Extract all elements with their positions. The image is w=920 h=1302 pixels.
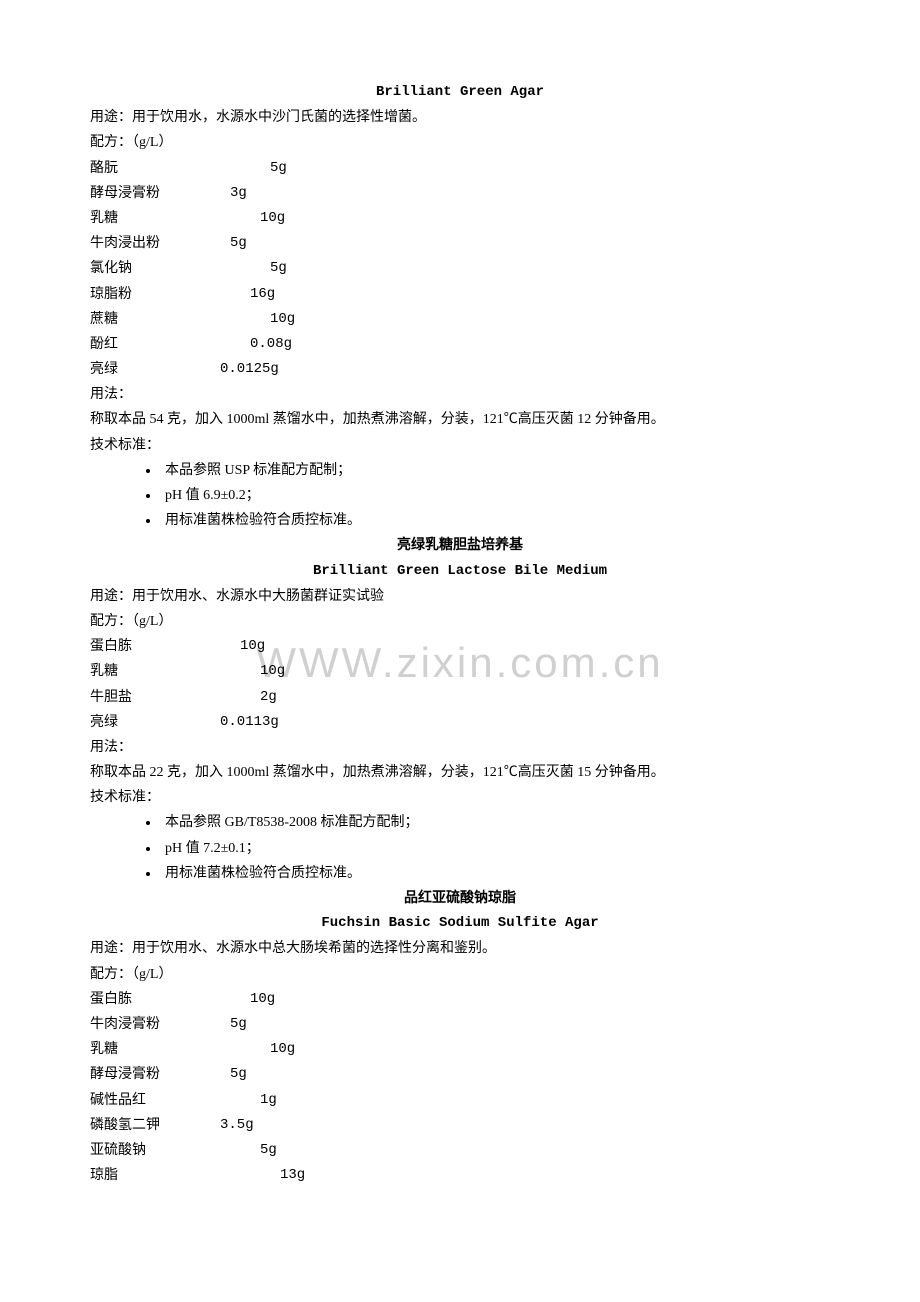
section1-tech-standard-label: 技术标准： bbox=[90, 433, 830, 458]
ingredient-row: 亮绿0.0113g bbox=[90, 710, 830, 735]
ingredient-name: 琼脂粉 bbox=[90, 282, 220, 307]
ingredient-amount: 5g bbox=[220, 1062, 247, 1087]
ingredient-row: 酵母浸膏粉5g bbox=[90, 1062, 830, 1087]
section3-ingredients: 蛋白胨10g牛肉浸膏粉5g乳糖10g酵母浸膏粉5g碱性品红1g磷酸氢二钾3.5g… bbox=[90, 987, 830, 1189]
ingredient-amount: 0.08g bbox=[220, 332, 292, 357]
ingredient-row: 磷酸氢二钾3.5g bbox=[90, 1113, 830, 1138]
section2-usage-method: 称取本品 22 克，加入 1000ml 蒸馏水中，加热煮沸溶解，分装，121℃高… bbox=[90, 760, 830, 785]
ingredient-amount: 3g bbox=[220, 181, 247, 206]
ingredient-row: 琼脂粉16g bbox=[90, 282, 830, 307]
ingredient-name: 牛肉浸出粉 bbox=[90, 231, 220, 256]
section2-formula-label: 配方：（g/L） bbox=[90, 609, 830, 634]
ingredient-name: 蛋白胨 bbox=[90, 987, 220, 1012]
ingredient-row: 亚硫酸钠5g bbox=[90, 1138, 830, 1163]
list-item: 本品参照 GB/T8538-2008 标准配方配制； bbox=[160, 810, 830, 835]
ingredient-row: 酵母浸膏粉3g bbox=[90, 181, 830, 206]
section2-usage-method-label: 用法： bbox=[90, 735, 830, 760]
ingredient-name: 亚硫酸钠 bbox=[90, 1138, 220, 1163]
ingredient-name: 酵母浸膏粉 bbox=[90, 1062, 220, 1087]
ingredient-row: 乳糖10g bbox=[90, 1037, 830, 1062]
ingredient-row: 酚红0.08g bbox=[90, 332, 830, 357]
ingredient-amount: 5g bbox=[220, 1012, 247, 1037]
ingredient-name: 酚红 bbox=[90, 332, 220, 357]
section1-formula-label: 配方：（g/L） bbox=[90, 130, 830, 155]
ingredient-row: 亮绿0.0125g bbox=[90, 357, 830, 382]
ingredient-row: 乳糖10g bbox=[90, 206, 830, 231]
ingredient-amount: 10g bbox=[220, 659, 285, 684]
ingredient-amount: 10g bbox=[220, 307, 295, 332]
list-item: 本品参照 USP 标准配方配制； bbox=[160, 458, 830, 483]
ingredient-amount: 1g bbox=[220, 1088, 277, 1113]
ingredient-amount: 10g bbox=[220, 1037, 295, 1062]
ingredient-amount: 10g bbox=[220, 634, 265, 659]
ingredient-row: 碱性品红1g bbox=[90, 1088, 830, 1113]
list-item: pH 值 6.9±0.2； bbox=[160, 483, 830, 508]
ingredient-row: 酪朊5g bbox=[90, 156, 830, 181]
ingredient-name: 酪朊 bbox=[90, 156, 220, 181]
ingredient-name: 碱性品红 bbox=[90, 1088, 220, 1113]
ingredient-row: 蔗糖10g bbox=[90, 307, 830, 332]
ingredient-name: 琼脂 bbox=[90, 1163, 220, 1188]
document-content: Brilliant Green Agar 用途：用于饮用水，水源水中沙门氏菌的选… bbox=[90, 80, 830, 1188]
list-item: 用标准菌株检验符合质控标准。 bbox=[160, 861, 830, 886]
ingredient-amount: 2g bbox=[220, 685, 277, 710]
section2-standards: 本品参照 GB/T8538-2008 标准配方配制；pH 值 7.2±0.1；用… bbox=[90, 810, 830, 886]
ingredient-name: 乳糖 bbox=[90, 206, 220, 231]
ingredient-amount: 5g bbox=[220, 231, 247, 256]
ingredient-amount: 5g bbox=[220, 256, 287, 281]
section2-ingredients: 蛋白胨10g乳糖10g牛胆盐2g亮绿0.0113g bbox=[90, 634, 830, 735]
ingredient-row: 牛胆盐2g bbox=[90, 685, 830, 710]
ingredient-amount: 3.5g bbox=[220, 1113, 254, 1138]
ingredient-name: 牛肉浸膏粉 bbox=[90, 1012, 220, 1037]
section2-title-cn: 亮绿乳糖胆盐培养基 bbox=[90, 533, 830, 558]
ingredient-name: 牛胆盐 bbox=[90, 685, 220, 710]
ingredient-amount: 0.0125g bbox=[220, 357, 279, 382]
section1-title-en: Brilliant Green Agar bbox=[90, 80, 830, 105]
ingredient-name: 磷酸氢二钾 bbox=[90, 1113, 220, 1138]
ingredient-name: 乳糖 bbox=[90, 659, 220, 684]
ingredient-row: 蛋白胨10g bbox=[90, 987, 830, 1012]
ingredient-amount: 16g bbox=[220, 282, 275, 307]
ingredient-amount: 5g bbox=[220, 1138, 277, 1163]
ingredient-row: 牛肉浸出粉5g bbox=[90, 231, 830, 256]
section1-usage: 用途：用于饮用水，水源水中沙门氏菌的选择性增菌。 bbox=[90, 105, 830, 130]
section2-title-en: Brilliant Green Lactose Bile Medium bbox=[90, 559, 830, 584]
ingredient-amount: 13g bbox=[220, 1163, 305, 1188]
ingredient-name: 蔗糖 bbox=[90, 307, 220, 332]
ingredient-row: 蛋白胨10g bbox=[90, 634, 830, 659]
ingredient-name: 亮绿 bbox=[90, 357, 220, 382]
section1-usage-method: 称取本品 54 克，加入 1000ml 蒸馏水中，加热煮沸溶解，分装，121℃高… bbox=[90, 407, 830, 432]
ingredient-name: 酵母浸膏粉 bbox=[90, 181, 220, 206]
ingredient-amount: 5g bbox=[220, 156, 287, 181]
ingredient-name: 蛋白胨 bbox=[90, 634, 220, 659]
ingredient-amount: 10g bbox=[220, 206, 285, 231]
list-item: 用标准菌株检验符合质控标准。 bbox=[160, 508, 830, 533]
ingredient-row: 氯化钠5g bbox=[90, 256, 830, 281]
section3-usage: 用途：用于饮用水、水源水中总大肠埃希菌的选择性分离和鉴别。 bbox=[90, 936, 830, 961]
section1-ingredients: 酪朊5g酵母浸膏粉3g乳糖10g牛肉浸出粉5g氯化钠5g琼脂粉16g蔗糖10g酚… bbox=[90, 156, 830, 383]
section1-usage-method-label: 用法： bbox=[90, 382, 830, 407]
section3-title-cn: 品红亚硫酸钠琼脂 bbox=[90, 886, 830, 911]
ingredient-name: 亮绿 bbox=[90, 710, 220, 735]
ingredient-name: 氯化钠 bbox=[90, 256, 220, 281]
ingredient-row: 牛肉浸膏粉5g bbox=[90, 1012, 830, 1037]
section1-standards: 本品参照 USP 标准配方配制；pH 值 6.9±0.2；用标准菌株检验符合质控… bbox=[90, 458, 830, 534]
section3-formula-label: 配方：（g/L） bbox=[90, 962, 830, 987]
section2-usage: 用途：用于饮用水、水源水中大肠菌群证实试验 bbox=[90, 584, 830, 609]
ingredient-amount: 10g bbox=[220, 987, 275, 1012]
section2-tech-standard-label: 技术标准： bbox=[90, 785, 830, 810]
ingredient-row: 乳糖10g bbox=[90, 659, 830, 684]
section3-title-en: Fuchsin Basic Sodium Sulfite Agar bbox=[90, 911, 830, 936]
ingredient-name: 乳糖 bbox=[90, 1037, 220, 1062]
ingredient-row: 琼脂13g bbox=[90, 1163, 830, 1188]
ingredient-amount: 0.0113g bbox=[220, 710, 279, 735]
list-item: pH 值 7.2±0.1； bbox=[160, 836, 830, 861]
